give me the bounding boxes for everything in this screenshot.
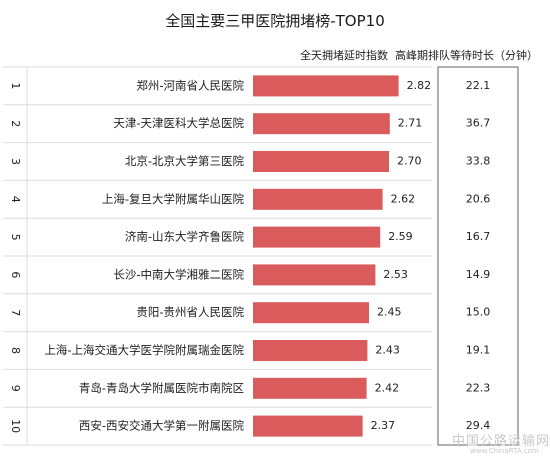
rank-label: 1 [9,82,22,89]
bar-value-label: 2.45 [377,306,402,319]
hospital-label: 上海-复旦大学附属华山医院 [102,192,245,206]
wait-time-value: 16.7 [466,230,491,243]
index-column-header: 全天拥堵延时指数 [300,49,388,62]
bar-value-label: 2.42 [375,381,400,394]
hospital-label: 上海-上海交通大学医学院附属瑞金医院 [44,343,244,357]
rank-label: 6 [9,271,22,278]
chart-title: 全国主要三甲医院拥堵榜-TOP10 [165,12,385,30]
wait-time-value: 22.3 [466,381,491,394]
wait-time-value: 36.7 [466,117,491,130]
wait-time-value: 33.8 [466,155,491,168]
hospital-label: 贵阳-贵州省人民医院 [136,305,244,319]
wait-column-box [437,66,519,446]
bar [253,75,399,97]
hospital-label: 郑州-河南省人民医院 [136,78,244,92]
rank-label: 4 [9,196,22,203]
bar [253,151,389,172]
rank-label: 8 [9,347,22,354]
hospital-label: 天津-天津医科大学总医院 [113,116,244,130]
wait-column-header: 高峰期排队等待时长（分钟） [395,49,538,62]
bar-value-label: 2.70 [397,155,422,168]
wait-time-value: 22.1 [466,79,491,92]
rank-label: 3 [9,158,22,165]
hospital-label: 长沙-中南大学湘雅二医院 [113,267,244,281]
watermark-url: www.ChinaRTA.com [470,447,539,455]
watermark-logo: 中国公路运输网 [452,434,550,449]
hospital-label: 北京-北京大学第三医院 [125,154,245,168]
bar-value-label: 2.43 [375,344,400,357]
bar [253,188,383,210]
wait-time-value: 20.6 [466,192,491,205]
hospital-label: 西安-西安交通大学第一附属医院 [79,419,245,433]
bar [253,302,369,324]
bar-value-label: 2.53 [383,268,408,281]
rank-label: 10 [9,419,22,433]
bar-value-label: 2.62 [391,192,416,205]
bar-value-label: 2.37 [371,419,396,432]
hospital-label: 济南-山东大学齐鲁医院 [125,230,245,244]
bar [253,226,381,248]
wait-time-value: 15.0 [466,306,491,319]
bar-value-label: 2.59 [388,230,413,243]
bar-value-label: 2.71 [398,117,423,130]
bar [253,377,367,399]
rank-label: 5 [9,234,22,241]
wait-time-value: 19.1 [466,344,491,357]
bar [253,113,390,135]
rank-label: 2 [9,120,22,127]
bar [253,340,368,361]
bar-value-label: 2.82 [407,79,432,92]
rank-label: 7 [9,309,22,316]
wait-time-value: 29.4 [466,419,491,432]
bar [253,264,376,286]
bar [253,415,363,437]
hospital-label: 青岛-青岛大学附属医院市南院区 [79,381,244,395]
rank-label: 9 [9,385,22,392]
wait-time-value: 14.9 [466,268,491,281]
